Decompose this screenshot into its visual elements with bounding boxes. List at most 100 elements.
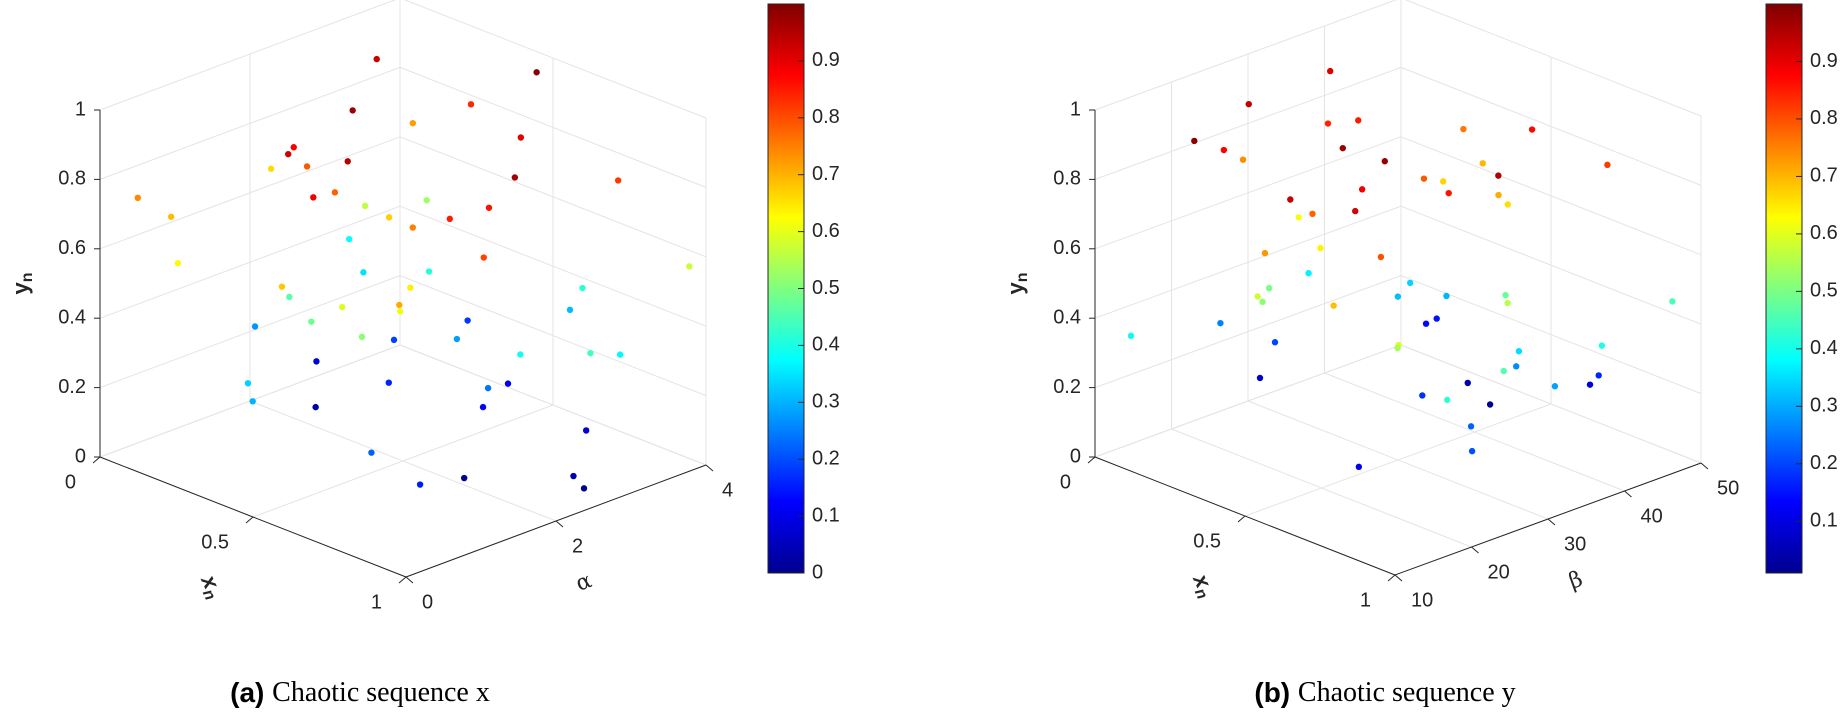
point (1502, 291, 1509, 299)
point (461, 474, 468, 482)
point (1261, 249, 1269, 257)
point (1217, 319, 1224, 327)
point (396, 308, 404, 315)
point (1513, 363, 1520, 370)
tick-mark (1087, 456, 1096, 464)
y-axis-label: α (573, 568, 596, 597)
point (344, 158, 351, 165)
z-tick-label: 0.2 (1053, 376, 1081, 398)
point (1259, 298, 1266, 305)
y-tick-label: 30 (1564, 533, 1586, 555)
point (416, 481, 424, 488)
point (1504, 299, 1511, 307)
point (480, 254, 487, 261)
point (1265, 284, 1273, 292)
point (290, 144, 297, 151)
y-tick-label: 10 (1411, 589, 1433, 611)
point (1467, 423, 1475, 430)
z-tick-label: 1 (1070, 98, 1081, 120)
point (368, 449, 375, 456)
tick-mark (92, 456, 101, 464)
point (1433, 315, 1440, 322)
point (1468, 447, 1476, 455)
caption: (a) Chaotic sequence x (230, 677, 490, 708)
point (1317, 244, 1324, 252)
point (349, 107, 356, 114)
point (1254, 293, 1261, 300)
point (1420, 175, 1428, 182)
point (1295, 214, 1302, 221)
colorbar-tick-label: 0.6 (812, 220, 840, 242)
point (339, 303, 346, 311)
point (390, 336, 398, 344)
caption-text: Chaotic sequence y (1298, 677, 1516, 708)
x-tick-label: 1 (1360, 589, 1371, 611)
point (423, 197, 430, 204)
point (1495, 191, 1502, 199)
point (1239, 156, 1247, 163)
z-tick-label: 0.4 (1053, 306, 1081, 328)
point (396, 301, 403, 309)
z-tick-label: 0.8 (58, 168, 86, 190)
point (267, 165, 275, 172)
tick-mark (1624, 490, 1632, 498)
point (244, 380, 252, 387)
point (616, 351, 624, 358)
tick-mark (555, 520, 564, 528)
point (358, 333, 366, 341)
point (479, 403, 487, 411)
colorbar-tick-label: 0.3 (812, 391, 840, 413)
colorbar-tick-label: 0.5 (812, 277, 840, 299)
point (1551, 383, 1559, 390)
point (517, 351, 524, 358)
point (425, 268, 433, 275)
colorbar-tick-label: 0.8 (1810, 107, 1838, 129)
point (1327, 67, 1334, 75)
colorbar-tick-label: 0.7 (812, 163, 840, 185)
point (1500, 367, 1507, 375)
y-tick-label: 2 (572, 535, 583, 557)
colorbar-tick-label: 0.2 (812, 447, 840, 469)
point (1445, 189, 1452, 197)
z-tick-label: 0.2 (58, 376, 86, 398)
point (1460, 125, 1467, 133)
point (485, 204, 493, 211)
z-tick-label: 0.6 (58, 237, 86, 259)
tick-mark (1237, 515, 1246, 523)
point (1271, 339, 1279, 346)
point (167, 213, 175, 220)
point (1595, 372, 1602, 379)
tick-mark (1387, 574, 1396, 582)
point (249, 398, 256, 405)
point (303, 163, 311, 170)
point (1324, 120, 1332, 127)
z-tick-label: 0.8 (1053, 168, 1081, 190)
point (1495, 172, 1502, 179)
point (1528, 126, 1536, 133)
point (464, 317, 471, 324)
point (1309, 210, 1316, 217)
tick-mark (1394, 574, 1403, 582)
point (1419, 392, 1426, 399)
point (134, 194, 141, 202)
z-axis-label-sub: n (19, 272, 36, 282)
point (587, 349, 594, 357)
y-axis-label: β (1566, 567, 1587, 595)
point (1352, 207, 1359, 215)
caption: (b) Chaotic sequence y (1254, 677, 1515, 708)
x-tick-label: 0 (1060, 471, 1071, 493)
point (484, 384, 492, 392)
x-axis-label: xn (1185, 569, 1221, 602)
colorbar-tick-label: 0.5 (1810, 280, 1838, 302)
colorbar-tick-label: 0.9 (812, 49, 840, 71)
point (1256, 374, 1264, 382)
point (511, 174, 519, 181)
point (385, 379, 392, 386)
point (174, 259, 182, 267)
z-tick-label: 0.6 (1053, 237, 1081, 259)
z-tick-label: 1 (75, 98, 86, 120)
colorbar-tick-label: 0.3 (1810, 395, 1838, 417)
point (580, 485, 588, 492)
point (1443, 292, 1450, 300)
point (1355, 117, 1362, 124)
